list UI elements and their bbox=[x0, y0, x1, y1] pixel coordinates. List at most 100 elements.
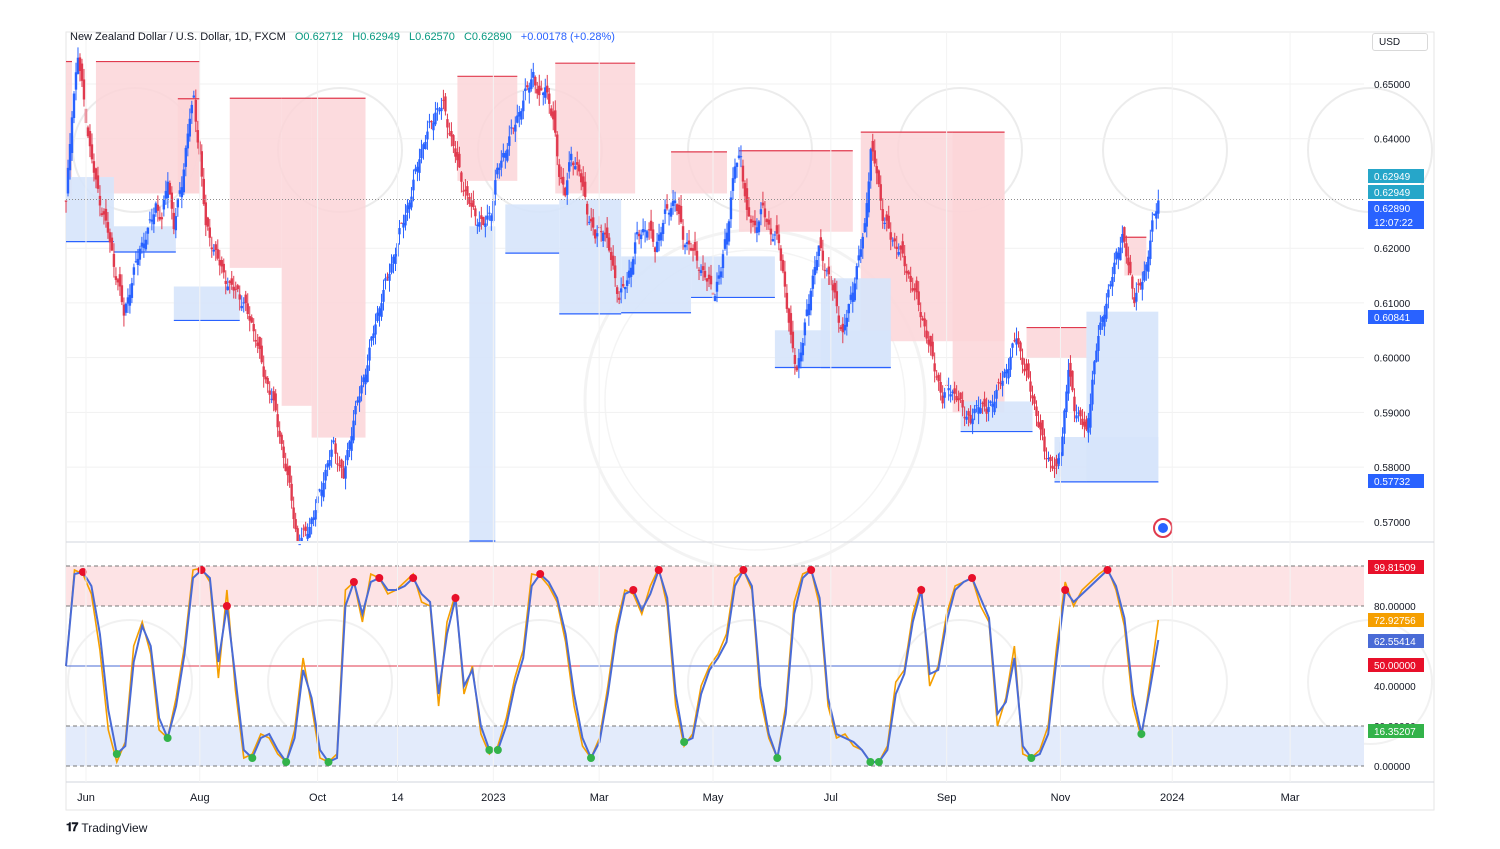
candle-body bbox=[428, 121, 431, 123]
price-tick-label: 0.64000 bbox=[1374, 135, 1411, 146]
candle-body bbox=[92, 161, 96, 173]
candle-body bbox=[462, 190, 465, 192]
candle-body bbox=[685, 242, 689, 245]
candle-body bbox=[707, 274, 711, 280]
overbought-signal-dot bbox=[222, 602, 231, 610]
candle-body bbox=[703, 270, 707, 278]
candle-body bbox=[200, 151, 203, 177]
candle-body bbox=[979, 408, 982, 414]
price-tick-label: 0.65000 bbox=[1374, 80, 1411, 91]
candle-body bbox=[170, 192, 174, 209]
supply-zone bbox=[457, 76, 518, 181]
candle-body bbox=[595, 233, 599, 237]
candle-body bbox=[370, 336, 373, 341]
candle-body bbox=[366, 365, 369, 382]
candle-body bbox=[106, 222, 110, 233]
ohlc-close: C0.62890 bbox=[463, 31, 512, 43]
price-axis-label-text: 0.60841 bbox=[1374, 313, 1411, 324]
candle-body bbox=[350, 436, 353, 451]
candle-body bbox=[1021, 357, 1024, 365]
candle-body bbox=[919, 312, 922, 318]
candle-body bbox=[526, 85, 529, 88]
candle-body bbox=[550, 108, 553, 116]
candle-body bbox=[264, 376, 267, 380]
candle-body bbox=[891, 240, 894, 242]
x-tick-label: 2024 bbox=[1160, 792, 1184, 804]
candle-body bbox=[338, 465, 341, 467]
candle-body bbox=[240, 305, 243, 309]
price-axis-label-text: 12:07:22 bbox=[1374, 218, 1413, 229]
stoch-tick-label: 80.00000 bbox=[1374, 602, 1416, 613]
candle-body bbox=[306, 533, 309, 539]
candle-body bbox=[763, 208, 767, 218]
candle-body bbox=[582, 176, 585, 187]
candle-body bbox=[845, 317, 848, 327]
watermark-seal-icon bbox=[477, 619, 603, 745]
candle-body bbox=[1071, 370, 1074, 391]
candle-body bbox=[949, 394, 952, 397]
candle-body bbox=[675, 204, 679, 212]
candle-body bbox=[544, 87, 547, 98]
candle-body bbox=[717, 275, 721, 279]
candle-body bbox=[997, 382, 1000, 384]
x-tick-label: 14 bbox=[391, 792, 403, 804]
candle-body bbox=[925, 330, 928, 339]
candle-body bbox=[172, 212, 176, 230]
candle-body bbox=[1007, 368, 1010, 379]
candle-body bbox=[981, 402, 984, 404]
candle-body bbox=[623, 287, 627, 290]
candle-body bbox=[811, 275, 815, 289]
candle-body bbox=[799, 352, 803, 362]
oversold-signal-dot bbox=[773, 754, 782, 762]
candle-body bbox=[689, 247, 693, 251]
candle-body bbox=[390, 263, 393, 273]
candle-body bbox=[212, 249, 215, 252]
overbought-signal-dot bbox=[917, 586, 926, 594]
candle-body bbox=[80, 63, 84, 81]
candle-body bbox=[753, 220, 757, 226]
candle-body bbox=[210, 247, 213, 250]
candle-body bbox=[975, 405, 978, 407]
candle-body bbox=[374, 324, 377, 335]
stoch-axis-label bbox=[1368, 634, 1424, 648]
candle-body bbox=[416, 166, 419, 172]
candle-body bbox=[114, 276, 118, 280]
candle-body bbox=[120, 285, 124, 303]
candle-body bbox=[408, 202, 411, 210]
demand-zone bbox=[691, 256, 775, 298]
tradingview-label: TradingView bbox=[81, 820, 148, 835]
candle-body bbox=[160, 217, 164, 220]
candle-body bbox=[184, 147, 188, 167]
tradingview-brand[interactable]: 𝟏𝟕 TradingView bbox=[66, 820, 147, 835]
oversold-signal-dot bbox=[485, 746, 494, 754]
candle-body bbox=[977, 407, 980, 414]
overbought-signal-dot bbox=[536, 570, 545, 578]
candle-body bbox=[1001, 380, 1004, 386]
candle-body bbox=[883, 222, 886, 224]
tradingview-logo-icon: 𝟏𝟕 bbox=[66, 820, 78, 834]
currency-selector[interactable]: USD bbox=[1372, 33, 1428, 51]
candle-body bbox=[767, 219, 771, 225]
candle-body bbox=[877, 170, 880, 185]
candle-body bbox=[941, 395, 944, 404]
candle-body bbox=[893, 238, 896, 242]
candle-body bbox=[727, 221, 731, 242]
candle-body bbox=[827, 266, 831, 275]
candle-body bbox=[398, 228, 401, 235]
candle-body bbox=[935, 376, 938, 378]
candle-body bbox=[64, 200, 68, 202]
candle-body bbox=[262, 366, 265, 377]
candle-body bbox=[769, 228, 773, 235]
candle-body bbox=[875, 166, 878, 174]
candle-body bbox=[639, 234, 643, 240]
candle-body bbox=[116, 279, 120, 283]
demand-zone bbox=[469, 226, 496, 541]
candle-body bbox=[228, 281, 231, 283]
candle-body bbox=[777, 234, 781, 244]
candle-body bbox=[761, 202, 765, 206]
candle-body bbox=[1045, 458, 1048, 460]
candle-body bbox=[921, 318, 924, 321]
candle-body bbox=[989, 401, 992, 403]
candle-body bbox=[510, 127, 513, 129]
